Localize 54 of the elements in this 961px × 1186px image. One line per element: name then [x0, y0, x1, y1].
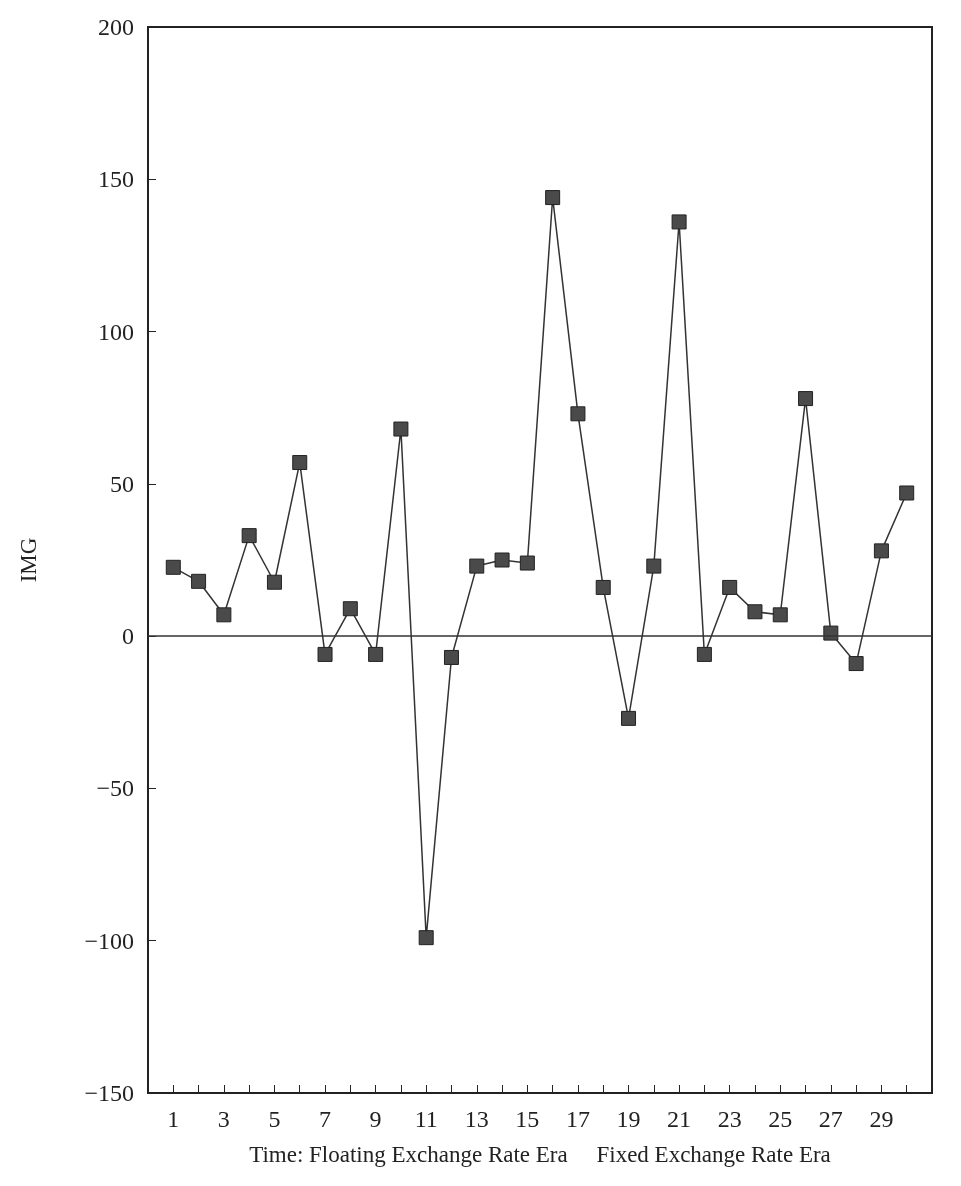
point	[266, 574, 282, 590]
y-tick-label: −100	[84, 927, 134, 954]
point	[317, 646, 333, 662]
y-tick-label: 50	[110, 470, 134, 497]
x-tick-label: 23	[717, 1106, 742, 1132]
point	[747, 604, 763, 620]
point	[873, 543, 889, 559]
x-tick-label: 15	[515, 1106, 540, 1132]
x-tick-label: 9	[369, 1106, 382, 1132]
point	[595, 579, 611, 595]
point	[241, 528, 257, 544]
x-tick-label: 21	[667, 1106, 692, 1132]
point	[798, 391, 814, 407]
x-tick-label: 13	[464, 1106, 489, 1132]
point	[342, 601, 358, 617]
x-axis-title: Time: Floating Exchange Rate Era Fixed Exchange Rate Era	[249, 1142, 831, 1167]
y-tick-label: −150	[84, 1080, 134, 1106]
x-tick-label: 29	[869, 1106, 894, 1132]
point	[216, 607, 232, 623]
point	[621, 710, 637, 726]
point	[696, 646, 712, 662]
point	[165, 559, 181, 575]
point	[494, 552, 510, 568]
x-tick-label: 25	[768, 1106, 793, 1132]
point	[646, 558, 662, 574]
x-tick-label: 3	[217, 1106, 230, 1132]
point	[292, 455, 308, 471]
point	[469, 558, 485, 574]
x-tick-label: 11	[414, 1106, 438, 1132]
y-tick-label: 0	[122, 623, 134, 650]
y-axis-title: IMG	[16, 537, 41, 583]
x-tick-label: 1	[167, 1106, 180, 1132]
x-tick-label: 7	[319, 1106, 332, 1132]
x-tick-label: 5	[268, 1106, 281, 1132]
y-tick-label: 200	[98, 14, 134, 40]
point	[393, 421, 409, 437]
point	[899, 485, 915, 501]
point	[519, 555, 535, 571]
point	[848, 656, 864, 672]
point	[368, 646, 384, 662]
x-tick-label: 27	[818, 1106, 843, 1132]
point	[443, 649, 459, 665]
point	[722, 579, 738, 595]
y-tick-label: 100	[98, 318, 134, 345]
point	[191, 573, 207, 589]
point	[671, 214, 687, 230]
point	[570, 406, 586, 422]
point	[772, 607, 788, 623]
point	[545, 190, 561, 206]
x-tick-label: 19	[616, 1106, 641, 1132]
x-tick-label: 17	[565, 1106, 590, 1132]
y-tick-label: 150	[98, 166, 134, 193]
point	[418, 930, 434, 946]
y-tick-label: −50	[96, 775, 134, 802]
